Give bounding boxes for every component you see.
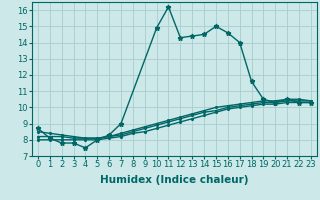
X-axis label: Humidex (Indice chaleur): Humidex (Indice chaleur): [100, 175, 249, 185]
